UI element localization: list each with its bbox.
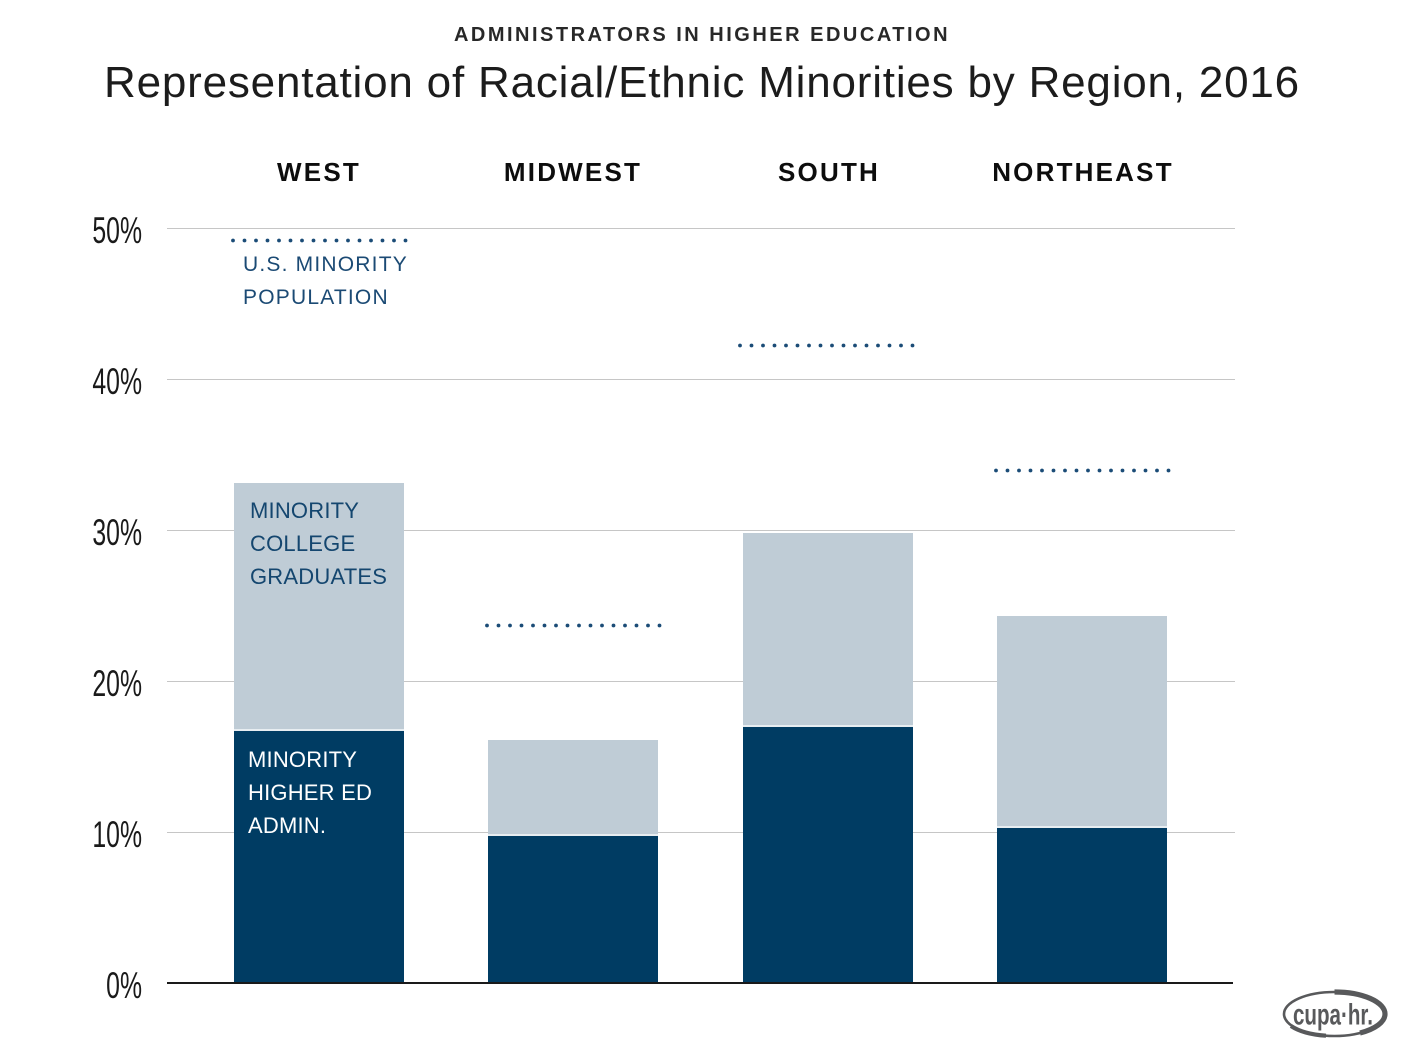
svg-text:cupa·hr.: cupa·hr. [1293,999,1373,1032]
